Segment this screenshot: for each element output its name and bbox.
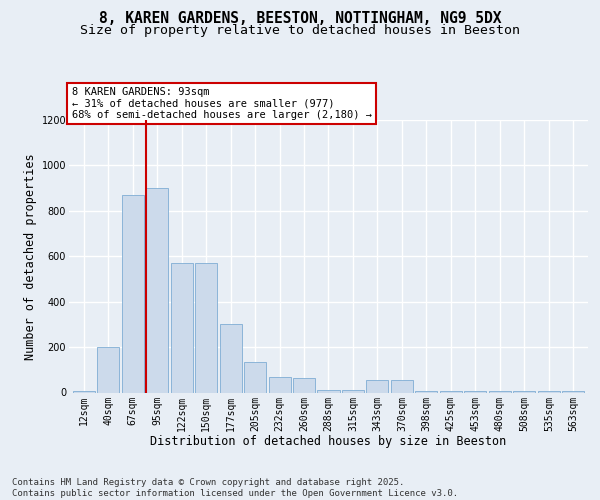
Text: Size of property relative to detached houses in Beeston: Size of property relative to detached ho… <box>80 24 520 37</box>
Text: 8 KAREN GARDENS: 93sqm
← 31% of detached houses are smaller (977)
68% of semi-de: 8 KAREN GARDENS: 93sqm ← 31% of detached… <box>71 87 371 120</box>
Bar <box>317 390 340 392</box>
Bar <box>367 380 388 392</box>
Bar <box>170 263 193 392</box>
Bar <box>146 188 168 392</box>
Bar <box>293 378 315 392</box>
Bar <box>195 263 217 392</box>
Text: 8, KAREN GARDENS, BEESTON, NOTTINGHAM, NG9 5DX: 8, KAREN GARDENS, BEESTON, NOTTINGHAM, N… <box>99 11 501 26</box>
Text: Contains HM Land Registry data © Crown copyright and database right 2025.
Contai: Contains HM Land Registry data © Crown c… <box>12 478 458 498</box>
Bar <box>97 347 119 393</box>
Bar <box>391 380 413 392</box>
Y-axis label: Number of detached properties: Number of detached properties <box>25 153 37 360</box>
X-axis label: Distribution of detached houses by size in Beeston: Distribution of detached houses by size … <box>151 434 506 448</box>
Bar <box>122 195 143 392</box>
Bar <box>244 362 266 392</box>
Bar <box>220 324 242 392</box>
Bar <box>342 390 364 392</box>
Bar <box>269 376 290 392</box>
